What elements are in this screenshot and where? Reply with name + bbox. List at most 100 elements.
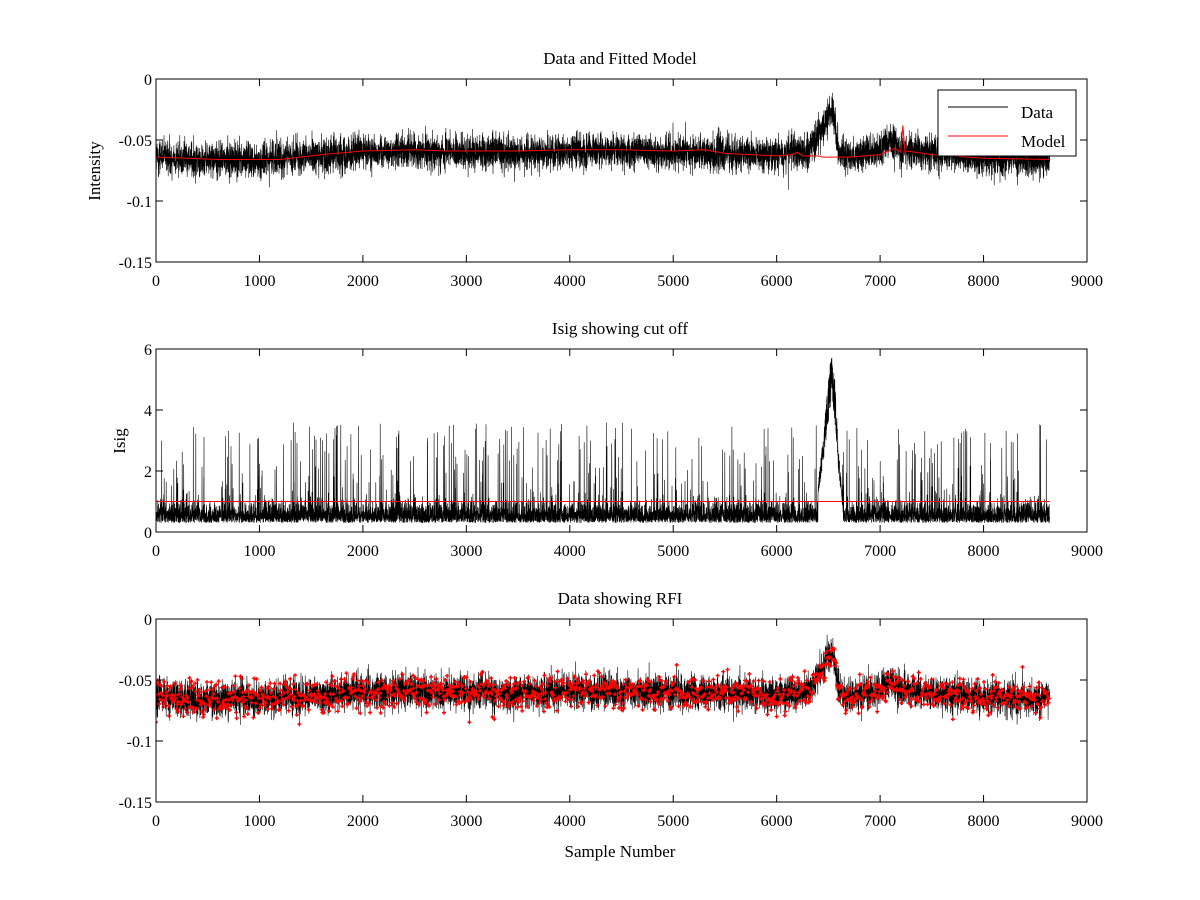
rfi-marker	[377, 695, 382, 700]
rfi-marker	[254, 677, 259, 682]
rfi-marker	[753, 703, 758, 708]
rfi-marker	[962, 701, 967, 705]
rfi-marker	[209, 680, 214, 685]
rfi-marker	[500, 698, 505, 703]
rfi-marker	[971, 708, 976, 713]
rfi-marker	[836, 696, 841, 701]
rfi-marker	[278, 681, 283, 686]
rfi-marker	[674, 663, 679, 667]
rfi-marker	[537, 694, 541, 699]
rfi-marker	[767, 702, 772, 707]
rfi-marker	[383, 701, 388, 706]
rfi-marker	[791, 684, 796, 688]
rfi-marker	[712, 692, 716, 697]
rfi-marker	[612, 680, 617, 685]
rfi-marker	[646, 679, 651, 684]
rfi-marker	[785, 693, 790, 697]
rfi-marker	[415, 677, 420, 682]
rfi-marker	[388, 688, 393, 693]
rfi-marker	[586, 682, 590, 687]
rfi-marker	[428, 688, 433, 693]
rfi-marker	[456, 681, 461, 686]
rfi-marker	[974, 688, 979, 693]
rfi-marker	[1018, 693, 1023, 698]
rfi-marker	[856, 683, 860, 688]
y-tick-label: -0.15	[119, 255, 152, 272]
rfi-marker	[350, 689, 355, 694]
x-tick-label: 5000	[657, 273, 689, 290]
rfi-marker	[166, 703, 171, 708]
rfi-marker	[866, 683, 871, 687]
rfi-marker	[298, 698, 303, 703]
rfi-marker	[455, 698, 460, 703]
rfi-marker	[276, 699, 281, 704]
rfi-marker	[387, 703, 392, 708]
rfi-marker	[689, 685, 694, 689]
rfi-marker	[491, 687, 495, 691]
rfi-marker	[164, 690, 169, 694]
y-tick-label: 6	[144, 342, 152, 359]
x-tick-label: 0	[152, 273, 160, 290]
rfi-marker	[468, 679, 473, 684]
rfi-marker	[291, 682, 296, 687]
y-tick-label: 2	[144, 464, 152, 481]
rfi-marker	[797, 699, 802, 703]
rfi-marker	[162, 679, 167, 684]
rfi-marker	[364, 700, 369, 705]
rfi-marker	[882, 686, 887, 691]
rfi-marker	[569, 697, 574, 702]
rfi-marker	[564, 690, 569, 695]
rfi-marker	[204, 694, 209, 699]
rfi-marker	[273, 695, 278, 700]
rfi-marker	[346, 701, 351, 706]
rfi-marker	[537, 700, 542, 705]
rfi-marker	[963, 686, 968, 691]
rfi-marker	[195, 677, 200, 682]
rfi-marker	[697, 695, 702, 700]
rfi-marker	[335, 709, 340, 714]
rfi-marker	[478, 688, 482, 693]
rfi-marker	[993, 679, 998, 684]
rfi-marker	[751, 679, 756, 684]
rfi-marker	[237, 686, 242, 691]
rfi-marker	[381, 699, 386, 704]
rfi-marker	[288, 692, 293, 697]
rfi-marker	[1033, 692, 1038, 697]
rfi-marker	[906, 701, 911, 706]
rfi-marker	[181, 714, 186, 719]
rfi-marker	[961, 677, 966, 682]
rfi-marker	[696, 699, 701, 704]
rfi-marker	[998, 694, 1003, 699]
rfi-marker	[725, 684, 729, 689]
rfi-marker	[642, 687, 647, 692]
rfi-marker	[857, 695, 862, 700]
rfi-marker	[704, 699, 709, 704]
axes-box	[155, 78, 1088, 263]
rfi-marker	[688, 704, 693, 709]
rfi-marker	[442, 710, 446, 715]
rfi-marker	[434, 677, 439, 681]
rfi-marker	[594, 682, 599, 687]
rfi-marker	[958, 681, 963, 686]
rfi-marker	[1036, 680, 1041, 685]
x-tick-label: 0	[152, 543, 160, 560]
rfi-marker	[548, 675, 553, 680]
rfi-marker	[603, 704, 608, 709]
x-tick-label: 3000	[450, 813, 482, 830]
rfi-marker	[660, 697, 665, 702]
rfi-marker	[826, 661, 831, 666]
rfi-marker	[584, 672, 589, 677]
rfi-marker	[512, 676, 517, 680]
rfi-marker	[842, 699, 847, 704]
rfi-marker	[885, 690, 890, 695]
rfi-marker	[469, 696, 474, 701]
rfi-marker	[548, 679, 553, 684]
rfi-marker	[322, 694, 327, 699]
rfi-marker	[412, 692, 417, 697]
rfi-marker	[263, 700, 268, 705]
rfi-marker	[681, 691, 686, 696]
rfi-marker	[330, 674, 335, 679]
plot-area	[156, 92, 1050, 190]
rfi-marker	[485, 679, 490, 684]
rfi-marker	[928, 685, 933, 689]
